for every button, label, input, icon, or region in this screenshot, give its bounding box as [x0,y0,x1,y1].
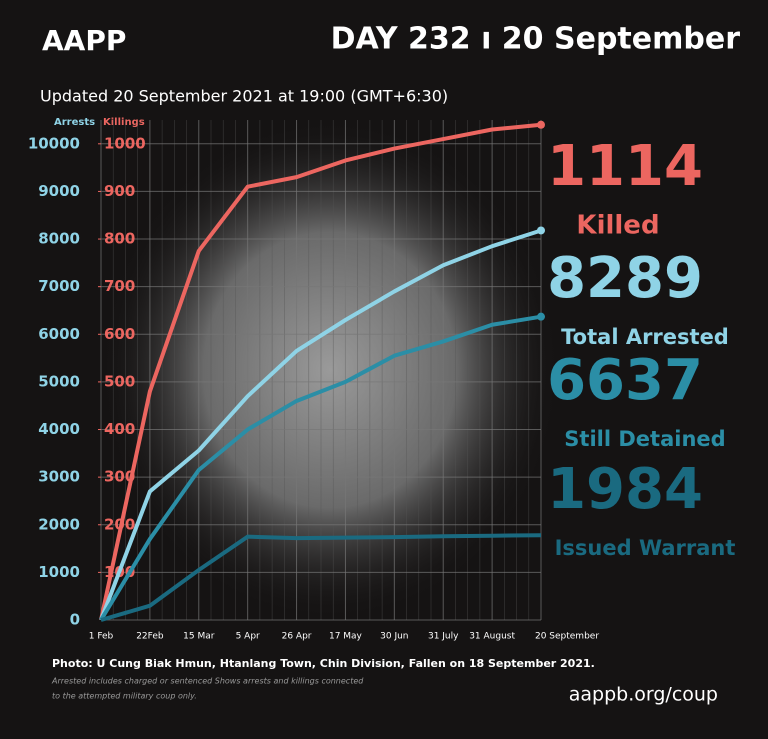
y2-tick-label: 1000 [104,134,146,152]
y-tick-label: 1000 [38,563,80,581]
url: aappb.org/coup [569,684,718,706]
stat-value: 8289 [547,246,703,311]
end-marker [537,312,545,321]
portrait-photo [100,120,560,620]
series-line [99,314,542,622]
end-marker [537,226,545,235]
y-tick-label: 4000 [38,420,80,438]
x-tick-label: 20 September [535,632,599,642]
series-line [100,533,542,622]
y-axis-label: Arrests [54,117,95,128]
stat-value: 1114 [547,134,703,199]
y-tick-label: 7000 [38,277,80,295]
x-tick-label: 17 May [329,632,363,642]
y-tick-label: 5000 [38,372,80,390]
y-tick-label: 3000 [38,468,80,486]
x-tick-label: 15 Mar [183,632,215,642]
stat-label: Total Arrested [561,325,729,349]
y-tick-label: 10000 [28,134,80,152]
y-tick-label: 9000 [38,182,80,200]
stat-label: Killed [576,211,659,241]
stat-value: 1984 [547,457,703,522]
y2-tick-label: 400 [104,420,135,438]
series-line [99,122,542,621]
x-tick-label: 31 August [469,632,515,642]
y-tick-label: 6000 [38,325,80,343]
stat-label: Still Detained [564,427,725,451]
y2-tick-label: 300 [104,468,135,486]
stat-value: 6637 [547,348,703,413]
x-tick-label: 30 Jun [380,632,408,642]
y-tick-label: 2000 [38,515,80,533]
y2-tick-label: 900 [104,182,135,200]
x-tick-label: 22Feb [136,632,164,642]
y2-axis-label: Killings [103,117,145,128]
headline: DAY 232 ı 20 September [331,22,741,57]
x-tick-label: 1 Feb [89,632,114,642]
y-tick-label: 8000 [38,230,80,248]
x-tick-label: 5 Apr [236,632,260,642]
y2-tick-label: 500 [104,372,135,390]
caption: Photo: U Cung Biak Hmun, Htanlang Town, … [52,657,595,670]
updated: Updated 20 September 2021 at 19:00 (GMT+… [40,87,448,106]
x-tick-label: 31 July [428,632,459,642]
y2-tick-label: 800 [104,230,135,248]
x-tick-label: 26 Apr [282,632,312,642]
stat-label: Issued Warrant [555,536,736,560]
brand: AAPP [42,24,126,57]
y-tick-label: 0 [70,611,80,629]
footnote: Arrested includes charged or sentenced S… [51,677,364,686]
footnote: to the attempted military coup only. [52,692,197,701]
series-line [99,228,542,621]
y2-tick-label: 600 [104,325,135,343]
end-marker [537,120,545,129]
y2-tick-label: 700 [104,277,135,295]
